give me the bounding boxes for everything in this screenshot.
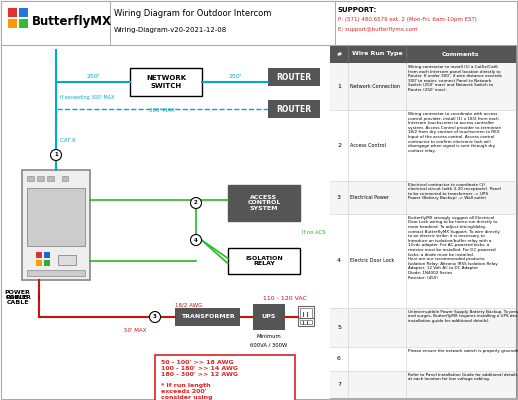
FancyBboxPatch shape [8,8,17,17]
Circle shape [191,234,202,246]
FancyBboxPatch shape [298,318,314,326]
Text: 4: 4 [337,258,341,263]
FancyBboxPatch shape [155,355,295,400]
FancyBboxPatch shape [300,320,312,324]
Text: Refer to Panel Installation Guide for additional details. Leave 6' service loop
: Refer to Panel Installation Guide for ad… [408,372,518,381]
Text: Network Connection: Network Connection [350,84,400,89]
Text: ButterflyMX: ButterflyMX [32,16,112,28]
FancyBboxPatch shape [27,270,85,276]
FancyBboxPatch shape [330,347,516,370]
Text: Uninterruptible Power Supply Battery Backup. To prevent voltage drops
and surges: Uninterruptible Power Supply Battery Bac… [408,310,518,323]
FancyBboxPatch shape [298,306,314,322]
Text: 110 - 120 VAC: 110 - 120 VAC [263,296,307,300]
FancyBboxPatch shape [47,176,54,181]
Text: 300' MAX: 300' MAX [149,108,175,113]
FancyBboxPatch shape [330,308,516,347]
Text: 18/2 AWG: 18/2 AWG [175,302,203,308]
FancyBboxPatch shape [36,252,42,258]
Text: UPS: UPS [262,314,276,320]
FancyBboxPatch shape [44,252,50,258]
FancyBboxPatch shape [44,260,50,266]
FancyBboxPatch shape [36,260,42,266]
Text: 50' MAX: 50' MAX [124,328,146,332]
Text: Minimum: Minimum [256,334,281,338]
Text: 1: 1 [337,84,341,89]
FancyBboxPatch shape [228,248,300,274]
Text: 50 - 100' >> 18 AWG
100 - 180' >> 14 AWG
180 - 300' >> 12 AWG

* If run length
e: 50 - 100' >> 18 AWG 100 - 180' >> 14 AWG… [161,360,238,400]
FancyBboxPatch shape [268,100,320,118]
Circle shape [150,312,161,322]
FancyBboxPatch shape [1,1,517,45]
Text: ROUTER: ROUTER [277,72,311,82]
Text: 7: 7 [337,382,341,387]
Circle shape [191,198,202,208]
FancyBboxPatch shape [330,214,516,308]
FancyBboxPatch shape [330,45,516,63]
FancyBboxPatch shape [330,180,516,214]
Text: 6: 6 [337,356,341,361]
Text: 1: 1 [54,152,58,158]
Text: Electrical Power: Electrical Power [350,195,389,200]
Text: NETWORK
SWITCH: NETWORK SWITCH [146,76,186,88]
FancyBboxPatch shape [228,185,300,221]
Text: ROUTER: ROUTER [277,104,311,114]
Text: CAT 6: CAT 6 [60,138,76,142]
FancyBboxPatch shape [19,19,28,28]
Text: ISOLATION
RELAY: ISOLATION RELAY [245,256,283,266]
Text: Please ensure the network switch is properly grounded.: Please ensure the network switch is prop… [408,349,518,353]
FancyBboxPatch shape [330,63,516,110]
Text: #: # [336,52,342,56]
Text: 2: 2 [194,200,198,206]
FancyBboxPatch shape [19,8,28,17]
Text: Wiring contractor to install (1) a Cat5e/Cat6
from each Intercom panel location : Wiring contractor to install (1) a Cat5e… [408,65,502,92]
Text: 2: 2 [337,143,341,148]
Text: ACCESS
CONTROL
SYSTEM: ACCESS CONTROL SYSTEM [247,195,281,211]
FancyBboxPatch shape [58,255,76,265]
Text: Electrical contractor to coordinate (1)
electrical circuit (with 3-20 receptacle: Electrical contractor to coordinate (1) … [408,182,501,200]
FancyBboxPatch shape [268,68,320,86]
Text: 600VA / 300W: 600VA / 300W [250,342,287,348]
Text: TRANSFORMER: TRANSFORMER [181,314,234,320]
Text: POWER
CABLE: POWER CABLE [5,294,31,306]
Text: ButterflyMX strongly suggest all Electrical
Door Lock wiring to be home-run dire: ButterflyMX strongly suggest all Electri… [408,216,500,280]
Text: If no ACS: If no ACS [302,230,326,234]
FancyBboxPatch shape [62,176,68,181]
FancyBboxPatch shape [22,170,90,280]
Text: Wiring Diagram for Outdoor Intercom: Wiring Diagram for Outdoor Intercom [114,10,271,18]
Text: If exceeding 300' MAX: If exceeding 300' MAX [60,96,114,100]
Text: 3: 3 [153,314,157,320]
FancyBboxPatch shape [37,176,44,181]
FancyBboxPatch shape [8,19,17,28]
Text: E: support@butterflymx.com: E: support@butterflymx.com [338,28,418,32]
FancyBboxPatch shape [175,308,240,326]
FancyBboxPatch shape [330,370,516,398]
Text: 250': 250' [228,74,242,79]
Text: Access Control: Access Control [350,143,386,148]
Text: 5: 5 [337,325,341,330]
Text: POWER
CABLE: POWER CABLE [4,290,30,300]
Text: 4: 4 [194,238,198,242]
Text: Electric Door Lock: Electric Door Lock [350,258,394,263]
FancyBboxPatch shape [130,68,202,96]
Text: SUPPORT:: SUPPORT: [338,7,377,13]
FancyBboxPatch shape [253,304,285,330]
FancyBboxPatch shape [300,308,312,320]
Text: 250': 250' [86,74,100,79]
Circle shape [50,150,62,160]
Text: Wiring contractor to coordinate with access
control provider, install (1) x 18/2: Wiring contractor to coordinate with acc… [408,112,501,153]
Text: 3: 3 [337,195,341,200]
Text: P: (571) 480.6579 ext. 2 (Mon-Fri, 6am-10pm EST): P: (571) 480.6579 ext. 2 (Mon-Fri, 6am-1… [338,18,477,22]
FancyBboxPatch shape [330,110,516,180]
FancyBboxPatch shape [330,45,516,398]
Text: Wiring-Diagram-v20-2021-12-08: Wiring-Diagram-v20-2021-12-08 [114,27,227,33]
FancyBboxPatch shape [27,176,34,181]
FancyBboxPatch shape [27,188,85,246]
Text: Wire Run Type: Wire Run Type [352,52,402,56]
Text: Comments: Comments [442,52,480,56]
